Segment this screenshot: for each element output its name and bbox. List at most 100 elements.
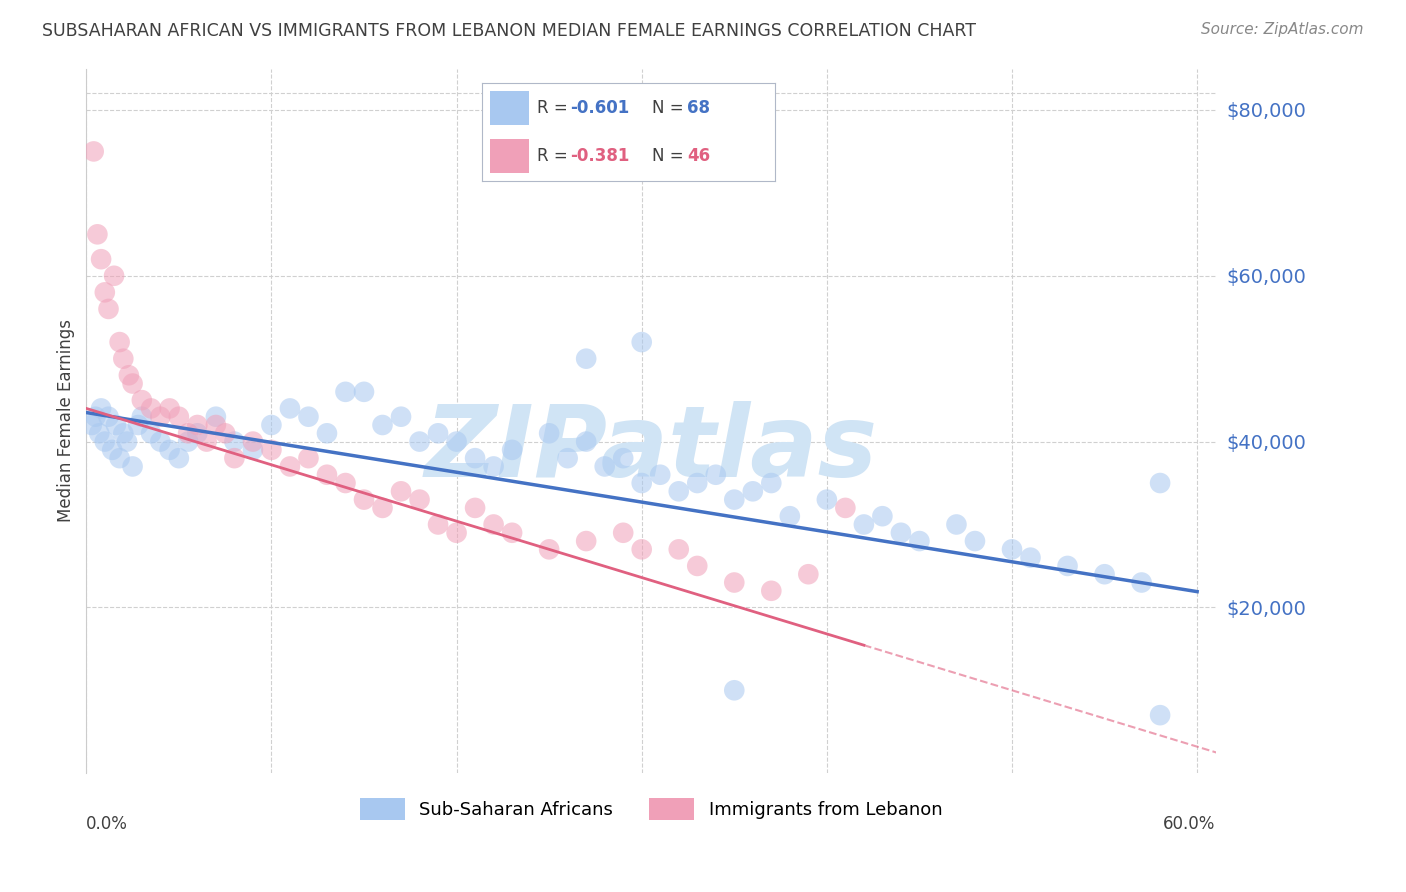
Text: Source: ZipAtlas.com: Source: ZipAtlas.com: [1201, 22, 1364, 37]
Point: [242, 434, 264, 449]
Point: [612, 525, 634, 540]
Point: [121, 376, 143, 391]
Point: [224, 434, 246, 449]
Point: [427, 426, 450, 441]
Point: [686, 558, 709, 573]
Point: [159, 442, 181, 457]
Point: [214, 426, 236, 441]
Point: [501, 442, 523, 457]
Point: [353, 384, 375, 399]
Point: [538, 426, 561, 441]
Point: [167, 451, 190, 466]
Point: [371, 417, 394, 432]
Point: [84, 409, 107, 424]
Point: [575, 434, 598, 449]
Point: [630, 476, 652, 491]
Point: [353, 492, 375, 507]
Point: [575, 534, 598, 549]
Point: [557, 451, 579, 466]
Text: 60.0%: 60.0%: [1163, 815, 1216, 833]
Point: [89, 426, 111, 441]
Point: [1149, 708, 1171, 723]
Point: [779, 509, 801, 524]
Point: [1094, 567, 1116, 582]
Point: [131, 409, 153, 424]
Point: [908, 534, 931, 549]
Point: [186, 417, 208, 432]
Point: [108, 451, 131, 466]
Legend: Sub-Saharan Africans, Immigrants from Lebanon: Sub-Saharan Africans, Immigrants from Le…: [353, 791, 949, 828]
Point: [131, 393, 153, 408]
Point: [1056, 558, 1078, 573]
Point: [741, 484, 763, 499]
Point: [115, 434, 138, 449]
Point: [446, 434, 468, 449]
Point: [464, 500, 486, 515]
Point: [335, 476, 357, 491]
Text: SUBSAHARAN AFRICAN VS IMMIGRANTS FROM LEBANON MEDIAN FEMALE EARNINGS CORRELATION: SUBSAHARAN AFRICAN VS IMMIGRANTS FROM LE…: [42, 22, 976, 40]
Point: [575, 351, 598, 366]
Point: [97, 409, 120, 424]
Point: [205, 409, 228, 424]
Point: [630, 542, 652, 557]
Point: [167, 409, 190, 424]
Point: [139, 426, 162, 441]
Point: [118, 368, 141, 383]
Point: [427, 517, 450, 532]
Point: [297, 451, 319, 466]
Point: [186, 426, 208, 441]
Text: ZIPatlas: ZIPatlas: [425, 401, 877, 498]
Point: [108, 335, 131, 350]
Point: [278, 459, 301, 474]
Point: [316, 426, 339, 441]
Point: [260, 442, 283, 457]
Point: [127, 417, 149, 432]
Point: [650, 467, 672, 482]
Point: [501, 525, 523, 540]
Point: [852, 517, 875, 532]
Point: [408, 434, 430, 449]
Point: [630, 335, 652, 350]
Point: [139, 401, 162, 416]
Point: [723, 575, 745, 590]
Point: [593, 459, 616, 474]
Point: [1149, 476, 1171, 491]
Point: [195, 434, 218, 449]
Point: [80, 417, 103, 432]
Point: [446, 525, 468, 540]
Point: [260, 417, 283, 432]
Point: [1130, 575, 1153, 590]
Point: [704, 467, 727, 482]
Point: [482, 517, 505, 532]
Point: [963, 534, 986, 549]
Point: [723, 492, 745, 507]
Point: [94, 285, 117, 300]
Text: 0.0%: 0.0%: [86, 815, 128, 833]
Point: [112, 426, 135, 441]
Point: [668, 542, 690, 557]
Point: [86, 227, 108, 242]
Point: [121, 459, 143, 474]
Point: [90, 252, 112, 267]
Point: [104, 417, 127, 432]
Point: [945, 517, 967, 532]
Point: [890, 525, 912, 540]
Point: [297, 409, 319, 424]
Point: [1019, 550, 1042, 565]
Point: [278, 401, 301, 416]
Point: [686, 476, 709, 491]
Point: [761, 476, 783, 491]
Point: [112, 351, 135, 366]
Point: [538, 542, 561, 557]
Point: [149, 434, 172, 449]
Point: [205, 417, 228, 432]
Point: [83, 145, 105, 159]
Point: [834, 500, 856, 515]
Point: [612, 451, 634, 466]
Point: [815, 492, 838, 507]
Point: [177, 434, 200, 449]
Point: [90, 401, 112, 416]
Point: [101, 442, 124, 457]
Point: [94, 434, 117, 449]
Point: [242, 442, 264, 457]
